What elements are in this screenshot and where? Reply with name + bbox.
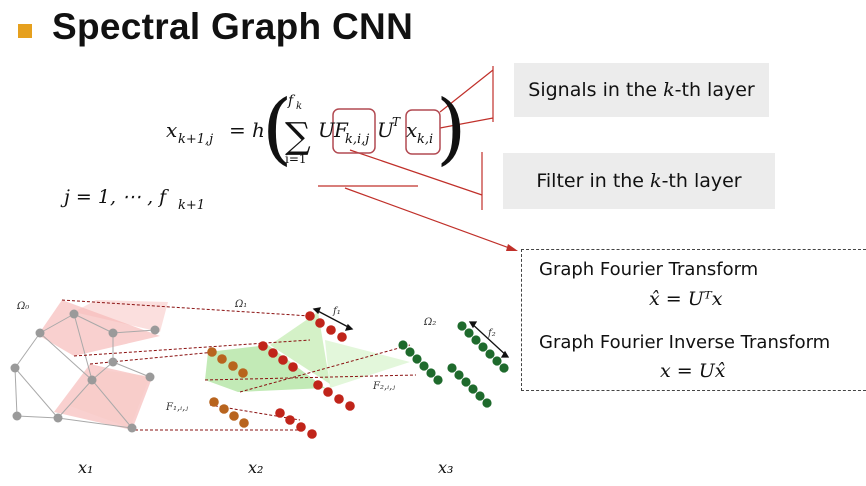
- title-bullet: [18, 24, 32, 38]
- filter-callout: Filter in the k -th layer: [503, 153, 775, 209]
- fourier-forward-equation: x̂ = Uᵀx: [649, 288, 723, 310]
- receptive-field-1: [38, 300, 160, 356]
- formula-sum-upper: f: [287, 93, 296, 109]
- omega2-label: Ω₂: [423, 317, 436, 328]
- green-region-2: [270, 312, 330, 384]
- filter-callout-suffix: -th layer: [661, 170, 742, 192]
- filter-callout-prefix: Filter in the: [536, 170, 644, 192]
- formula-equals: =: [229, 118, 246, 142]
- formula-term-ut-sup: T: [392, 115, 401, 129]
- formula-term-x-sub: k,i: [417, 132, 433, 147]
- formula-paren-left: (: [262, 84, 292, 174]
- x3-label: x₃: [438, 458, 453, 477]
- receptive-field-2: [74, 300, 168, 332]
- signals-connector: [439, 69, 494, 113]
- fourier-arrow-line: [344, 187, 513, 250]
- filter-callout-var: k: [650, 170, 662, 192]
- convolution-formula: x k+1,j = h ( f k ∑ i=1 U F k,i,j U T x …: [60, 84, 466, 213]
- feature-dim-arrows: [312, 307, 510, 358]
- x2-label: x₂: [248, 458, 263, 477]
- fourier-transform-box: Graph Fourier Transform x̂ = Uᵀx Graph F…: [521, 249, 866, 391]
- formula-sum-lower: i=1: [285, 152, 307, 166]
- input-graph-nodes: [10, 309, 160, 433]
- receptive-field-4: [70, 370, 150, 428]
- omega1-label: Ω₁: [234, 299, 247, 310]
- formula-paren-right: ): [436, 84, 466, 174]
- formula-lhs-sub: k+1,j: [178, 132, 213, 147]
- green-region-3: [325, 340, 410, 388]
- formula-term-f-sub: k,i,j: [345, 132, 369, 147]
- signals-callout: Signals in the k -th layer: [514, 63, 769, 117]
- fourier-forward-label: Graph Fourier Transform: [539, 259, 759, 280]
- slide-title: Spectral Graph CNN: [52, 6, 414, 47]
- formula-term-ut: U: [377, 118, 395, 142]
- formula-term-u: U: [318, 118, 336, 142]
- diagram-labels: Ω₀ Ω₁ Ω₂ f₁ f₂ F₁,ᵢ,ⱼ F₂,ᵢ,ⱼ x₁ x₂ x₃: [16, 299, 496, 477]
- connector-lines: [318, 66, 518, 251]
- fourier-inverse-label: Graph Fourier Inverse Transform: [539, 332, 831, 353]
- f1ij-label: F₁,ᵢ,ⱼ: [165, 402, 188, 413]
- f2ij-label: F₂,ᵢ,ⱼ: [372, 381, 395, 392]
- x1-label: x₁: [78, 458, 93, 477]
- index-line-sub: k+1: [178, 198, 205, 213]
- filter-connector: [349, 149, 483, 196]
- green-region-1: [205, 345, 325, 392]
- signals-callout-suffix: -th layer: [674, 79, 755, 101]
- signals-callout-prefix: Signals in the: [528, 79, 658, 101]
- layer3-nodes: [398, 321, 509, 408]
- signals-connector-2: [439, 117, 494, 129]
- layer2-nodes: [207, 311, 355, 439]
- f2-label: f₂: [487, 328, 496, 339]
- index-line: j = 1, ⋯ , f: [60, 186, 169, 208]
- receptive-field-3: [54, 364, 152, 430]
- formula-sum-symbol: ∑: [285, 116, 311, 157]
- signal-highlight-box: [405, 109, 441, 155]
- formula-sum-upper-sub: k: [296, 101, 302, 112]
- signals-callout-var: k: [663, 79, 675, 101]
- f1-label: f₁: [332, 306, 341, 317]
- fourier-inverse-equation: x = Ux̂: [660, 360, 726, 382]
- formula-term-x: x: [406, 118, 417, 142]
- cnn-diagram: Ω₀ Ω₁ Ω₂ f₁ f₂ F₁,ᵢ,ⱼ F₂,ᵢ,ⱼ x₁ x₂ x₃: [10, 299, 510, 477]
- fourier-arrowhead: [506, 244, 518, 251]
- formula-term-f: F: [333, 118, 349, 142]
- omega0-label: Ω₀: [16, 301, 29, 312]
- filter-highlight-box: [332, 108, 376, 154]
- formula-func: h: [252, 118, 265, 142]
- formula-lhs: x: [166, 118, 177, 142]
- graph-edges: [14, 313, 156, 429]
